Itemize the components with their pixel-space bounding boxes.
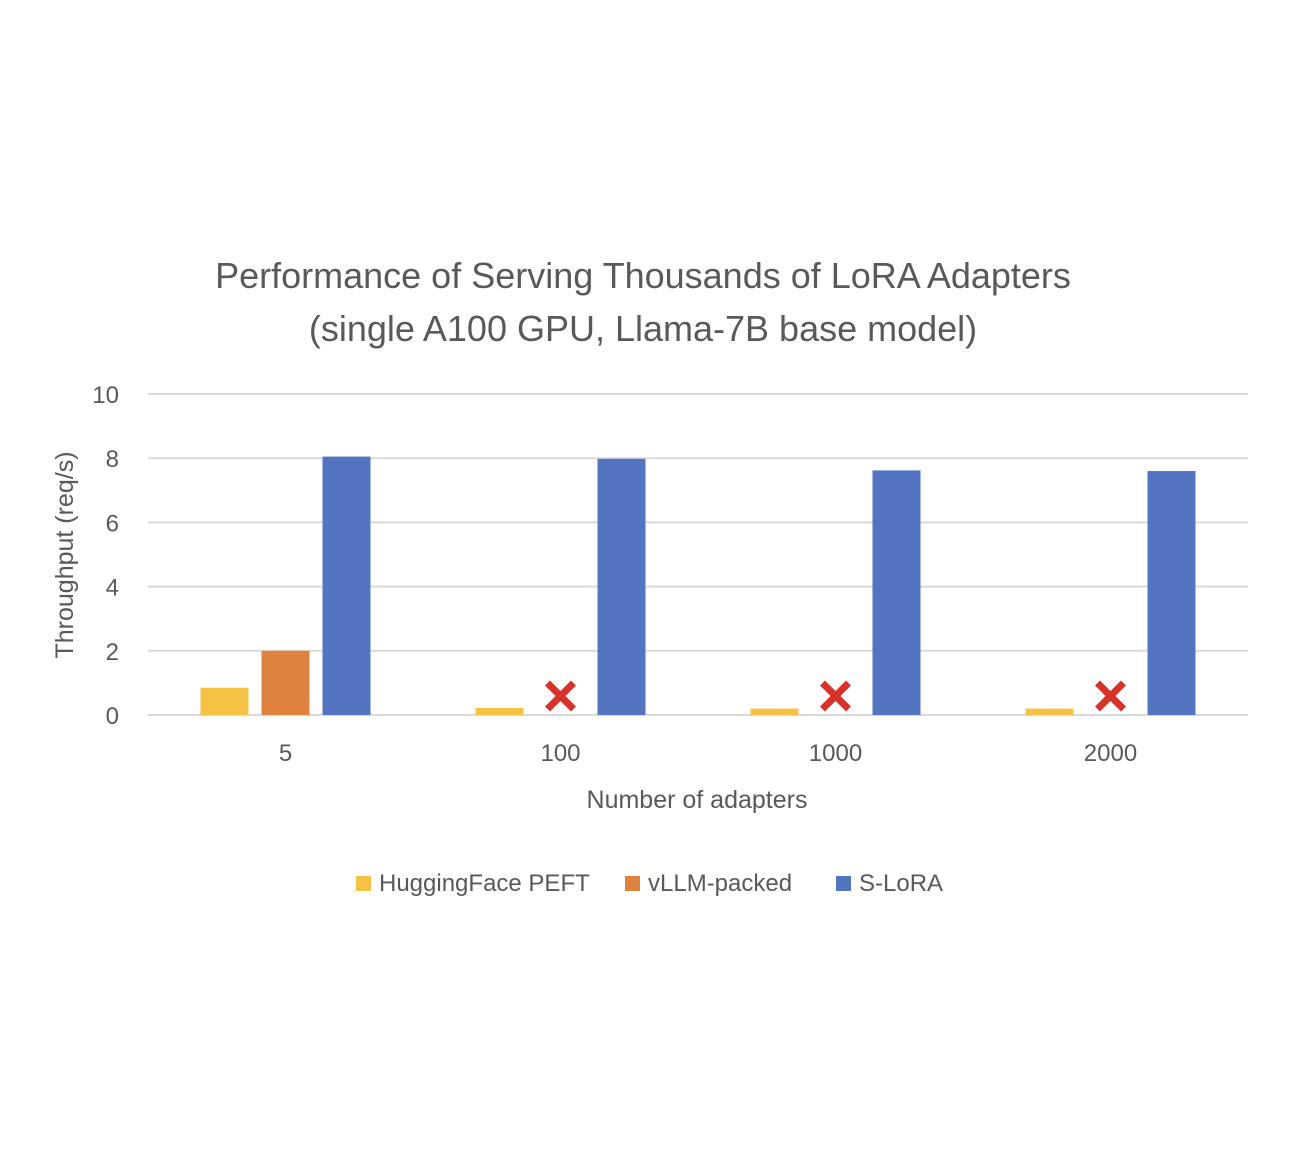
y-tick-label: 2: [106, 639, 119, 666]
y-axis-ticks: 0 2 4 6 8 10: [92, 382, 119, 730]
red-x-icon: [1095, 680, 1126, 712]
red-x-icon: [545, 680, 576, 712]
bar-huggingface-peft-1000: [750, 708, 799, 715]
y-axis-label: Throughput (req/s): [51, 451, 79, 658]
legend-item: S-LoRA: [836, 870, 943, 897]
y-tick-label: 10: [92, 382, 119, 409]
x-axis-ticks: 5 100 1000 2000: [279, 740, 1137, 767]
bar-s-lora-2000: [1147, 471, 1196, 715]
legend-label: vLLM-packed: [648, 870, 792, 897]
legend: HuggingFace PEFT vLLM-packed S-LoRA: [356, 870, 943, 897]
x-tick-label: 100: [540, 740, 580, 767]
legend-label: HuggingFace PEFT: [379, 870, 590, 897]
red-x-icon: [820, 680, 851, 712]
chart-title-line-1: Performance of Serving Thousands of LoRA…: [215, 255, 1071, 296]
failure-markers: [545, 680, 1126, 712]
y-tick-label: 0: [106, 703, 119, 730]
x-tick-label: 5: [279, 740, 292, 767]
legend-item: vLLM-packed: [625, 870, 792, 897]
legend-label: S-LoRA: [859, 870, 943, 897]
chart-title-line-2: (single A100 GPU, Llama-7B base model): [309, 308, 977, 349]
legend-swatch: [836, 876, 851, 891]
y-tick-label: 6: [106, 510, 119, 537]
bar-s-lora-100: [597, 458, 646, 715]
y-tick-label: 4: [106, 575, 119, 602]
bar-s-lora-1000: [872, 470, 921, 715]
bar-huggingface-peft-100: [475, 707, 524, 715]
x-tick-label: 1000: [809, 740, 862, 767]
bars: [200, 456, 1196, 715]
bar-huggingface-peft-2000: [1025, 708, 1074, 715]
y-tick-label: 8: [106, 446, 119, 473]
x-tick-label: 2000: [1084, 740, 1137, 767]
bar-vllm-packed-5: [261, 650, 310, 715]
gridlines: [148, 393, 1248, 716]
legend-swatch: [356, 876, 371, 891]
x-axis-label: Number of adapters: [587, 786, 808, 814]
legend-item: HuggingFace PEFT: [356, 870, 590, 897]
legend-swatch: [625, 876, 640, 891]
bar-huggingface-peft-5: [200, 687, 249, 715]
bar-s-lora-5: [322, 456, 371, 715]
